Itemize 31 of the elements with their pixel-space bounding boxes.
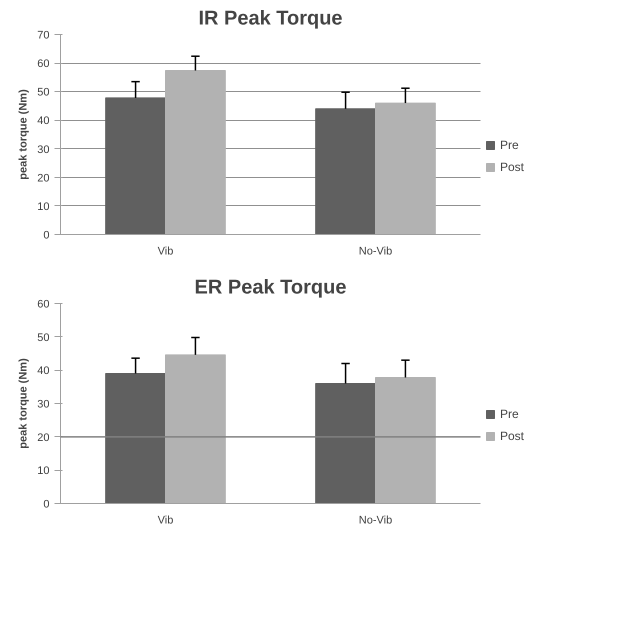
chart-title: ER Peak Torque [194,276,346,298]
y-tick-label: 40 [37,115,50,128]
x-tick-label: Vib [158,514,174,526]
y-tick-label: 40 [37,365,50,378]
bar [165,70,226,234]
x-tick-label: Vib [158,246,174,258]
y-tick-label: 50 [37,86,50,99]
legend-label: Pre [500,138,520,152]
y-tick-label: 50 [37,332,50,344]
y-tick-label: 60 [37,58,50,70]
x-tick-label: No-Vib [358,246,392,258]
legend-label: Post [500,429,524,443]
y-axis-title: peak torque (Nm) [17,358,30,449]
legend-label: Post [500,160,524,174]
bar [105,97,166,234]
y-axis-title: peak torque (Nm) [17,88,30,180]
bar [315,108,376,234]
y-tick-label: 60 [37,298,50,310]
y-tick-label: 10 [37,465,50,478]
chart-title: IR Peak Torque [198,8,343,30]
y-tick-label: 30 [37,398,50,410]
bar [375,102,436,234]
x-tick-label: No-Vib [358,514,392,526]
y-tick-label: 70 [37,30,50,42]
y-tick-label: 30 [37,144,50,156]
legend-label: Pre [500,407,520,421]
y-tick-label: 0 [43,230,50,242]
y-tick-label: 10 [37,200,50,213]
y-tick-label: 20 [37,432,50,444]
y-tick-label: 0 [43,498,50,510]
y-tick-label: 20 [37,172,50,184]
